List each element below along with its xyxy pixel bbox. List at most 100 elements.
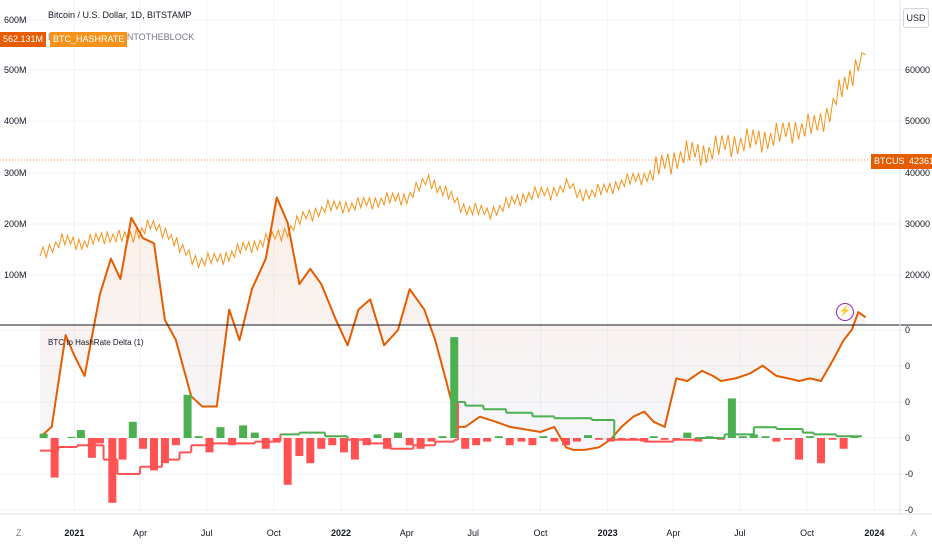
right-axis-label: 50000 [905,116,930,126]
delta-bar [472,438,481,446]
delta-bar [416,438,425,449]
delta-bar [795,438,804,460]
x-tick-label: 2024 [864,528,884,538]
x-tick-label: Oct [533,528,548,538]
delta-bar [306,438,315,464]
delta-bar [450,337,459,438]
x-tick-label: 2022 [331,528,351,538]
delta-bar [216,427,225,438]
left-axis-label: 300M [4,168,27,178]
delta-bar [438,436,447,438]
delta-bar [250,432,259,438]
delta-bar [50,438,59,478]
delta-bar [87,438,96,458]
delta-bar [317,438,326,449]
delta-bar [483,438,492,442]
x-tick-label: Apr [133,528,147,538]
delta-bar [76,430,85,438]
left-axis-label: 600M [4,15,27,25]
btcusd-series [39,52,866,270]
x-tick-label: Jul [467,528,479,538]
scroll-right-button[interactable]: A [911,528,918,538]
delta-bar [738,436,747,438]
left-axis-label: 100M [4,270,27,280]
delta-bar [118,438,127,460]
delta-bar [160,438,169,464]
delta-bar [806,436,815,438]
indicator-axis-label: 0 [905,361,910,371]
lightning-icon[interactable]: ⚡ [836,303,854,321]
indicator-axis-label: -0 [905,505,913,515]
scroll-left-button[interactable]: Z [16,528,22,538]
delta-bars [39,337,859,503]
x-tick-label: Jul [734,528,746,538]
delta-bar [461,438,470,449]
delta-bar [350,438,359,460]
right-axis-label: 30000 [905,219,930,229]
delta-bar [373,434,382,438]
delta-bar [171,438,180,446]
price-symbol-tag: BTCUSD [871,154,915,169]
delta-bar [649,436,658,438]
delta-bar [427,438,436,442]
delta-bar [139,438,148,449]
delta-bar [761,436,770,438]
delta-bar [539,436,548,438]
delta-bar [749,434,758,438]
delta-bar [562,438,571,446]
delta-bar [228,438,237,446]
delta-bar [528,438,537,446]
x-tick-label: Oct [800,528,815,538]
delta-bar [505,438,514,446]
indicator-axis-label: 0 [905,397,910,407]
price-value-tag: 42361 [905,154,932,169]
delta-bar [517,438,526,442]
hashrate-series-tag[interactable]: BTC_HASHRATE [50,32,128,47]
delta-bar [328,438,337,446]
delta-bar [393,432,402,438]
hashrate-area-fill [40,197,866,450]
indicator-title: BTC to HashRate Delta (1) [48,338,144,347]
left-axis-label: 400M [4,116,27,126]
delta-bar [594,438,603,440]
delta-bar [660,438,669,440]
x-tick-label: Oct [267,528,282,538]
delta-bar [261,438,270,449]
delta-bar [239,425,248,438]
indicator-axis-label: 0 [905,433,910,443]
x-tick-label: 2023 [598,528,618,538]
delta-bar [683,432,692,438]
delta-bar [606,438,615,442]
delta-bar [149,438,158,471]
left-axis-label: 500M [4,65,27,75]
right-axis-label: 40000 [905,168,930,178]
axes: 2021 Apr Jul Oct 2022 Apr Jul Oct 2023 Apr Jul Oct 2… [0,0,932,538]
left-axis-label: 200M [4,219,27,229]
x-tick-label: Apr [400,528,414,538]
chart-title: Bitcoin / U.S. Dollar, 1D, BITSTAMP [48,10,192,20]
indicator-axis-label: -0 [905,469,913,479]
delta-bar [95,438,104,444]
delta-bar [784,438,793,440]
delta-bar [816,438,825,464]
delta-bar [295,438,304,456]
delta-bar [339,438,348,453]
delta-bar [828,438,837,440]
delta-bar [772,438,781,442]
hashrate-value-tag: 562.131M [0,32,47,47]
delta-bar [583,435,592,438]
x-tick-label: Apr [666,528,680,538]
x-tick-label: 2021 [64,528,84,538]
right-axis-label: 60000 [905,65,930,75]
delta-bar [183,394,192,438]
delta-bar [572,438,581,442]
delta-bar [694,438,703,442]
currency-button[interactable]: USD [903,8,929,28]
hashrate-area [40,197,866,450]
delta-bar [727,398,736,438]
delta-bar [272,438,281,442]
indicator-axis-label: 0 [905,325,910,335]
delta-bar [283,438,292,485]
delta-bar [839,438,848,449]
